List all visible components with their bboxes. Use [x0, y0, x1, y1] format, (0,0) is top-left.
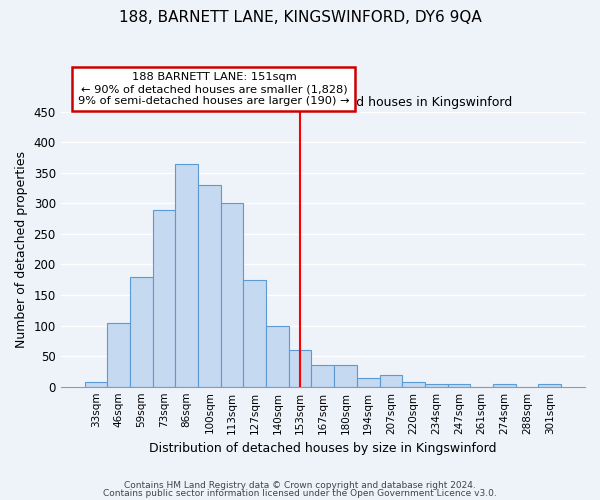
- Bar: [221, 204, 244, 386]
- Bar: [493, 384, 516, 386]
- Bar: [198, 185, 221, 386]
- Bar: [152, 210, 175, 386]
- Text: Contains public sector information licensed under the Open Government Licence v3: Contains public sector information licen…: [103, 489, 497, 498]
- Bar: [175, 164, 198, 386]
- Bar: [244, 280, 266, 386]
- Bar: [107, 322, 130, 386]
- Title: Size of property relative to detached houses in Kingswinford: Size of property relative to detached ho…: [134, 96, 512, 109]
- Bar: [311, 366, 334, 386]
- Text: 188 BARNETT LANE: 151sqm
← 90% of detached houses are smaller (1,828)
9% of semi: 188 BARNETT LANE: 151sqm ← 90% of detach…: [78, 72, 350, 106]
- Bar: [448, 384, 470, 386]
- X-axis label: Distribution of detached houses by size in Kingswinford: Distribution of detached houses by size …: [149, 442, 497, 455]
- Bar: [130, 276, 152, 386]
- Bar: [289, 350, 311, 387]
- Bar: [266, 326, 289, 386]
- Bar: [380, 375, 402, 386]
- Bar: [425, 384, 448, 386]
- Bar: [357, 378, 380, 386]
- Bar: [402, 382, 425, 386]
- Bar: [538, 384, 561, 386]
- Bar: [334, 366, 357, 386]
- Text: Contains HM Land Registry data © Crown copyright and database right 2024.: Contains HM Land Registry data © Crown c…: [124, 480, 476, 490]
- Text: 188, BARNETT LANE, KINGSWINFORD, DY6 9QA: 188, BARNETT LANE, KINGSWINFORD, DY6 9QA: [119, 10, 481, 25]
- Bar: [85, 382, 107, 386]
- Y-axis label: Number of detached properties: Number of detached properties: [15, 150, 28, 348]
